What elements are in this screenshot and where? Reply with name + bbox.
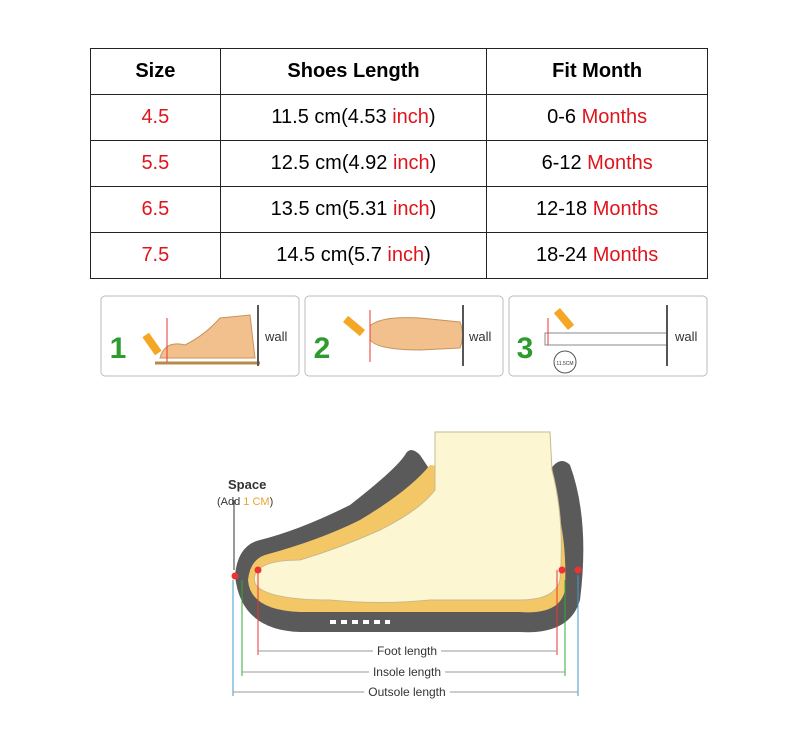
length-cell: 11.5 cm(4.53 inch) — [219, 94, 488, 141]
table-body: 4.5 11.5 cm(4.53 inch) 0-6 Months 5.5 12.5 c… — [90, 94, 708, 279]
label-bg — [364, 685, 450, 699]
step3-art — [544, 305, 668, 374]
length-part: ) — [429, 152, 437, 174]
size-cell: 7.5 — [90, 232, 221, 279]
fit-part: Months — [592, 244, 659, 266]
size-cell: 6.5 — [90, 186, 221, 233]
label-bg — [368, 665, 446, 679]
length-label: Insole length — [373, 665, 441, 679]
length-part: inch — [392, 198, 430, 220]
table-row: 6.5 13.5 cm(5.31 inch) 12-18 Months — [90, 186, 708, 233]
fit-part: 18-24 — [536, 244, 593, 266]
shoe-art — [231, 431, 584, 696]
length-part: 14.5 cm(5.7 — [276, 244, 388, 266]
size-cell: 5.5 — [90, 140, 221, 187]
length-part: ) — [428, 106, 436, 128]
wall-label: wall — [674, 329, 698, 344]
size-table: Size Shoes Length Fit Month 4.5 11.5 cm(4.5… — [90, 48, 708, 279]
fit-part: Months — [592, 198, 659, 220]
length-cell: 14.5 cm(5.7 inch) — [219, 232, 488, 279]
header-cell: Size — [90, 48, 221, 95]
fit-part: Months — [581, 106, 648, 128]
fit-cell: 18-24 Months — [486, 232, 708, 279]
note-part: ) — [270, 496, 274, 508]
step-number: 3 — [517, 332, 534, 365]
wall-label: wall — [264, 329, 288, 344]
header-row: Size Shoes Length Fit Month — [90, 48, 708, 95]
note-part: 1 CM — [243, 496, 269, 508]
length-part: 11.5 cm(4.53 — [271, 106, 393, 128]
fit-part: 6-12 — [541, 152, 588, 174]
length-part: 12.5 cm(4.92 — [270, 152, 393, 174]
label-bg — [372, 644, 442, 658]
fit-cell: 12-18 Months — [486, 186, 708, 233]
length-part: inch — [392, 106, 429, 128]
length-label: Foot length — [377, 644, 437, 658]
header-cell: Shoes Length — [219, 48, 488, 95]
length-part: ) — [424, 244, 431, 266]
fit-part: 0-6 — [547, 106, 582, 128]
length-label: Outsole length — [368, 685, 445, 699]
length-part: ) — [429, 198, 437, 220]
size-cell: 4.5 — [90, 94, 221, 141]
space-note: (Add 1 CM) — [217, 496, 273, 508]
space-label: Space — [228, 477, 266, 492]
length-cell: 12.5 cm(4.92 inch) — [219, 140, 488, 187]
length-part: inch — [387, 244, 425, 266]
length-cell: 13.5 cm(5.31 inch) — [219, 186, 488, 233]
fit-part: Months — [587, 152, 653, 174]
header-cell: Fit Month — [486, 48, 708, 95]
step2-art — [343, 305, 464, 366]
note-part: (Add — [217, 496, 243, 508]
step1-art — [142, 305, 260, 366]
ruler-label: 11.5CM — [556, 361, 573, 367]
step-number: 2 — [314, 332, 331, 365]
fit-part: 12-18 — [536, 198, 593, 220]
table-row: 7.5 14.5 cm(5.7 inch) 18-24 Months — [90, 232, 708, 279]
table-row: 5.5 12.5 cm(4.92 inch) 6-12 Months — [90, 140, 708, 187]
length-part: inch — [392, 152, 430, 174]
wall-label: wall — [468, 329, 492, 344]
length-part: 13.5 cm(5.31 — [270, 198, 393, 220]
step-number: 1 — [110, 332, 127, 365]
